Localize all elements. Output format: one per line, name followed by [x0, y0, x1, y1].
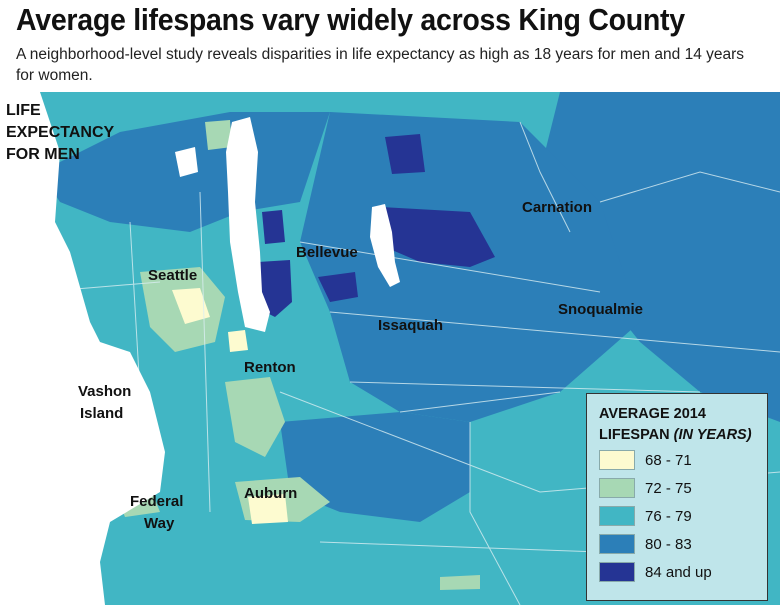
legend-swatch	[599, 534, 635, 554]
legend-label: 68 - 71	[645, 451, 692, 469]
region-east-80-83	[540, 92, 780, 422]
label-bellevue: Bellevue	[296, 244, 358, 261]
page-subtitle: A neighborhood-level study reveals dispa…	[16, 46, 745, 84]
label-issaquah: Issaquah	[378, 317, 443, 334]
legend-label: 72 - 75	[645, 479, 692, 497]
region-north-72-75	[205, 120, 232, 150]
region-medina-84	[262, 210, 285, 244]
region-kirkland-84	[385, 134, 425, 174]
tract-boundaries	[39, 121, 780, 605]
legend-title-lifespan: LIFESPAN	[599, 427, 670, 443]
legend-title-units: (IN YEARS)	[673, 427, 752, 443]
region-kent-72-75	[225, 377, 285, 457]
legend-item: 68 - 71	[599, 446, 755, 474]
region-auburn-68-71	[248, 494, 288, 524]
legend-label: 80 - 83	[645, 535, 692, 553]
lake-union-water	[175, 147, 198, 177]
label-renton: Renton	[244, 359, 296, 376]
label-carnation: Carnation	[522, 199, 592, 216]
legend-item: 84 and up	[599, 558, 755, 586]
label-seattle: Seattle	[148, 267, 197, 284]
map-title: LIFE EXPECTANCY FOR MEN	[6, 102, 115, 163]
legend-label: 84 and up	[645, 563, 712, 581]
label-vashon: Vashon	[78, 383, 131, 400]
legend-label: 76 - 79	[645, 507, 692, 525]
legend-item: 76 - 79	[599, 502, 755, 530]
legend-swatch	[599, 450, 635, 470]
puget-sound-water	[0, 92, 165, 605]
legend-rows: 68 - 71 72 - 75 76 - 79 80 - 83 84 and up	[599, 446, 755, 586]
region-bellevue-84	[318, 272, 358, 302]
region-seattle-68-71	[172, 288, 210, 324]
legend-title-line1: AVERAGE 2014	[599, 406, 706, 422]
label-island: Island	[80, 405, 123, 422]
life-expectancy-map: Seattle Bellevue Carnation Snoqualmie Is…	[0, 92, 780, 605]
lake-sammamish-water	[370, 204, 400, 287]
lake-washington-water	[226, 117, 270, 332]
legend: AVERAGE 2014 LIFESPAN (IN YEARS) 68 - 71…	[586, 393, 768, 601]
legend-swatch	[599, 478, 635, 498]
page-title: Average lifespans vary widely across Kin…	[16, 2, 685, 37]
region-skyway-68-71	[228, 330, 248, 352]
legend-item: 72 - 75	[599, 474, 755, 502]
region-south-80-83	[280, 412, 470, 522]
region-se-72-75	[440, 575, 480, 590]
label-federal: Federal	[130, 493, 183, 510]
legend-swatch	[599, 562, 635, 582]
legend-swatch	[599, 506, 635, 526]
legend-item: 80 - 83	[599, 530, 755, 558]
label-snoqualmie: Snoqualmie	[558, 301, 643, 318]
label-way: Way	[144, 515, 175, 532]
label-auburn: Auburn	[244, 485, 297, 502]
legend-title-line2: LIFESPAN (IN YEARS)	[599, 425, 755, 446]
region-sammamish-84	[380, 207, 495, 267]
